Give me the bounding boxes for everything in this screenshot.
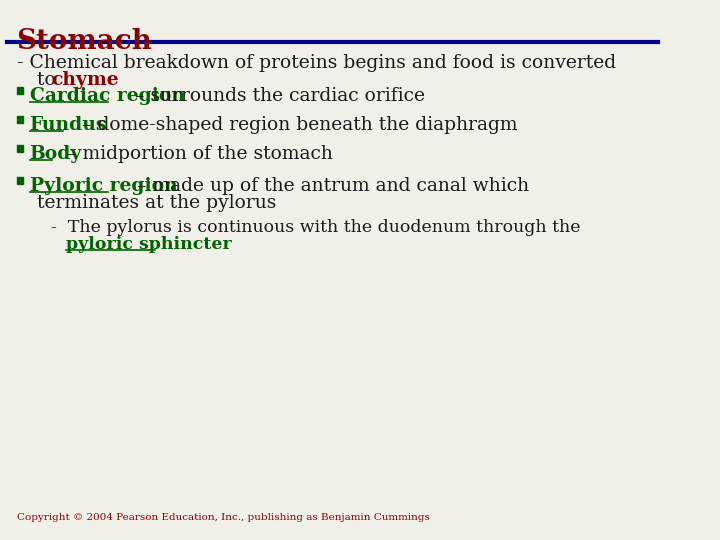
Text: – dome-shaped region beneath the diaphragm: – dome-shaped region beneath the diaphra… — [76, 116, 517, 134]
Text: Pyloric region: Pyloric region — [30, 177, 177, 195]
FancyBboxPatch shape — [17, 145, 23, 152]
Text: Stomach: Stomach — [17, 28, 153, 55]
Text: Fundus: Fundus — [30, 116, 107, 134]
Text: terminates at the pylorus: terminates at the pylorus — [37, 194, 276, 212]
Text: – made up of the antrum and canal which: – made up of the antrum and canal which — [131, 177, 529, 195]
Text: Cardiac region: Cardiac region — [30, 87, 184, 105]
Text: Copyright © 2004 Pearson Education, Inc., publishing as Benjamin Cummings: Copyright © 2004 Pearson Education, Inc.… — [17, 513, 430, 522]
Text: -  The pylorus is continuous with the duodenum through the: - The pylorus is continuous with the duo… — [51, 219, 580, 236]
Text: Body: Body — [30, 145, 82, 163]
FancyBboxPatch shape — [17, 116, 23, 123]
Text: - Chemical breakdown of proteins begins and food is converted: - Chemical breakdown of proteins begins … — [17, 54, 616, 72]
Text: to: to — [37, 71, 62, 89]
Text: – surrounds the cardiac orifice: – surrounds the cardiac orifice — [130, 87, 426, 105]
Text: – midportion of the stomach: – midportion of the stomach — [61, 145, 333, 163]
Text: chyme: chyme — [51, 71, 118, 89]
FancyBboxPatch shape — [17, 87, 23, 94]
FancyBboxPatch shape — [17, 177, 23, 184]
Text: pyloric sphincter: pyloric sphincter — [66, 236, 233, 253]
